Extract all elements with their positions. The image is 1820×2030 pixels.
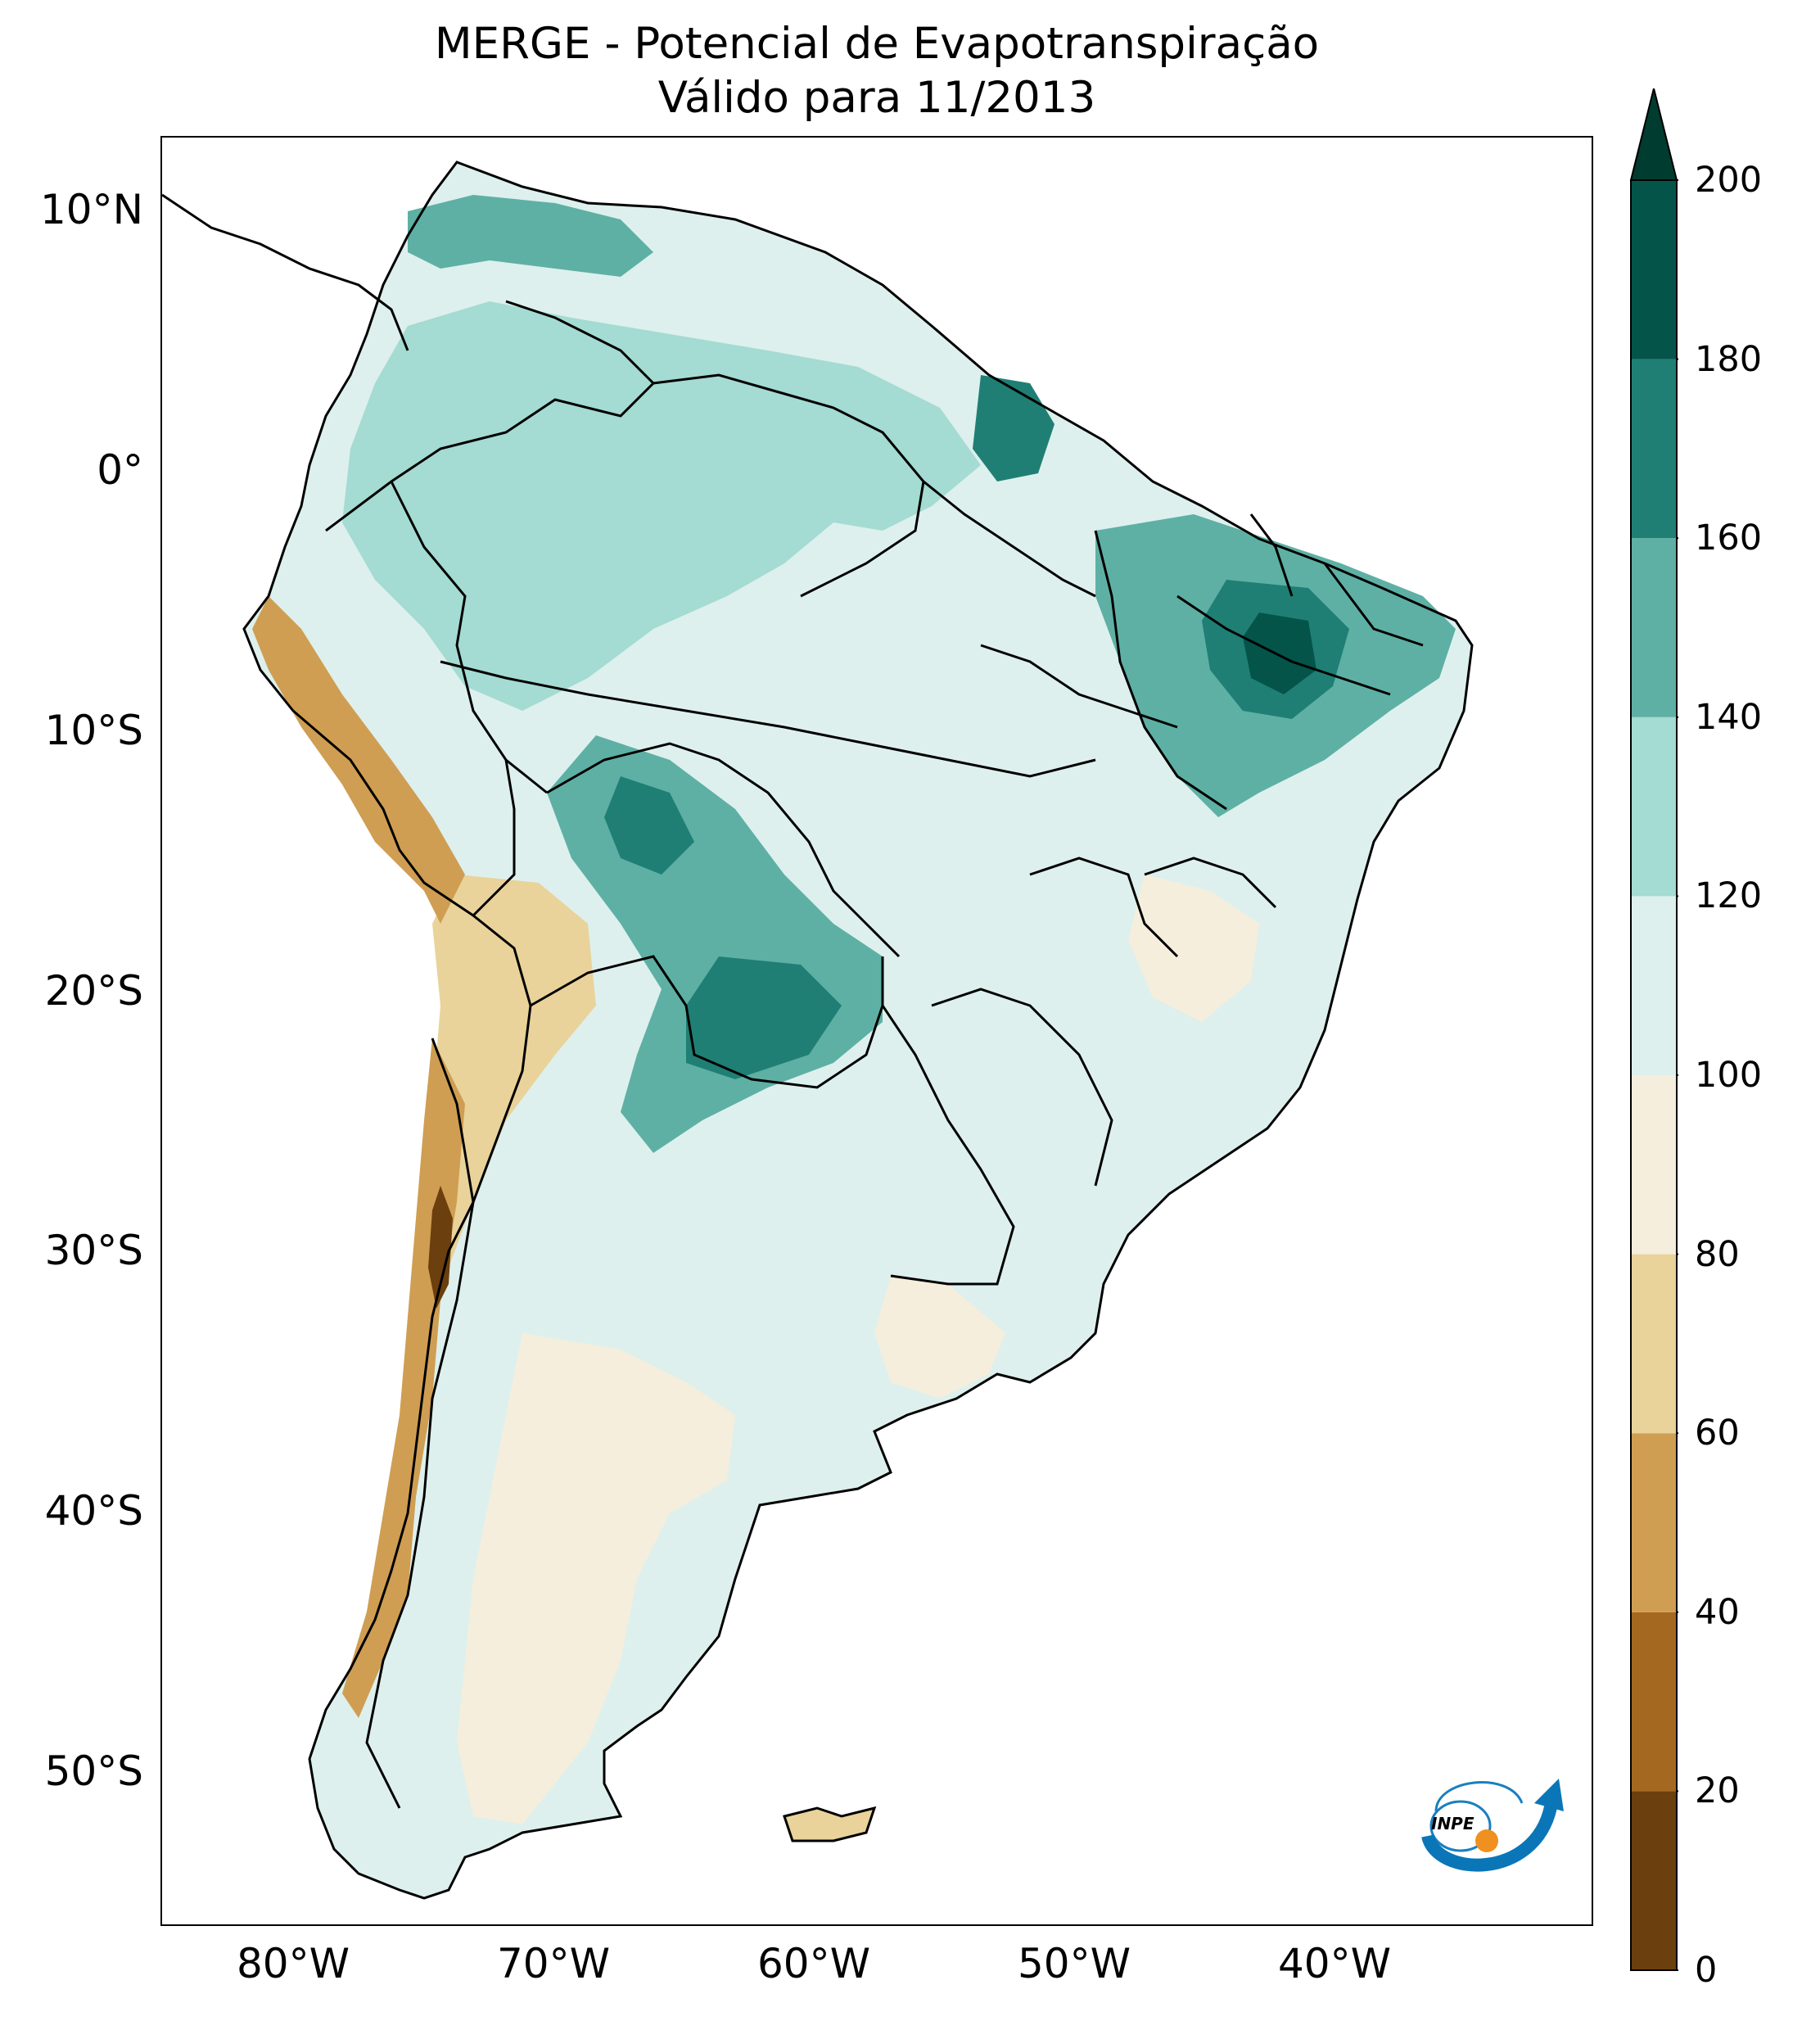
colorbar-tick-label: 120 xyxy=(1695,875,1763,917)
colorbar-segment xyxy=(1631,180,1677,359)
patagonia-zone xyxy=(457,1333,735,1824)
lat-label-10s: 10°S xyxy=(44,707,143,754)
colorbar-segment xyxy=(1631,1433,1677,1612)
lon-label-50w: 50°W xyxy=(1017,1940,1131,1987)
colorbar xyxy=(1629,88,1678,1971)
paraguay-core xyxy=(686,956,842,1079)
colorbar-tick-label: 0 xyxy=(1695,1950,1718,1991)
colorbar-segment xyxy=(1631,1075,1677,1255)
falklands xyxy=(783,1806,877,1842)
lon-label-40w: 40°W xyxy=(1277,1940,1392,1987)
lon-label-70w: 70°W xyxy=(496,1940,611,1987)
colorbar-tick-label: 60 xyxy=(1695,1413,1740,1454)
lat-label-50s: 50°S xyxy=(44,1747,143,1795)
colorbar-segment xyxy=(1631,1254,1677,1434)
inpe-logo: INPE xyxy=(1421,1779,1564,1872)
colorbar-segment xyxy=(1631,896,1677,1075)
colorbar-segment xyxy=(1631,1791,1677,1970)
northern-band xyxy=(408,195,653,277)
chart-subtitle: Válido para 11/2013 xyxy=(657,73,1096,123)
colorbar-tick-label: 160 xyxy=(1695,518,1763,559)
chaco-core xyxy=(604,776,694,875)
uruguay-zone xyxy=(874,1276,1005,1399)
colorbar-segment xyxy=(1631,538,1677,717)
lon-label-60w: 60°W xyxy=(756,1940,871,1987)
colorbar-segment xyxy=(1631,1612,1677,1792)
colorbar-tick-label: 40 xyxy=(1695,1591,1740,1633)
lat-label-20s: 20°S xyxy=(44,967,143,1015)
inpe-logo-text: INPE xyxy=(1431,1814,1475,1833)
colorbar-segment xyxy=(1631,359,1677,539)
south-america-map xyxy=(162,161,1474,1900)
andes-dry xyxy=(252,596,465,924)
colorbar-tick-label: 80 xyxy=(1695,1233,1740,1275)
southeast-brazil-zone xyxy=(1128,875,1259,1022)
colorbar-tick-label: 20 xyxy=(1695,1770,1740,1812)
lon-label-80w: 80°W xyxy=(236,1940,350,1987)
colorbar-tick-label: 180 xyxy=(1695,338,1763,380)
colorbar-segment xyxy=(1631,717,1677,897)
chart-title: MERGE - Potencial de Evapotranspiração xyxy=(434,19,1320,69)
colorbar-extend-arrow xyxy=(1629,88,1678,181)
lat-label-40s: 40°S xyxy=(44,1487,143,1535)
lat-label-10n: 10°N xyxy=(39,186,143,233)
lat-label-30s: 30°S xyxy=(44,1227,143,1274)
colorbar-tick-label: 200 xyxy=(1695,160,1763,201)
lat-label-0: 0° xyxy=(97,446,143,494)
country-borders xyxy=(162,161,1474,1900)
colorbar-tick-label: 100 xyxy=(1695,1055,1763,1096)
map-panel xyxy=(160,136,1593,1926)
colorbar-tick-label: 140 xyxy=(1695,696,1763,738)
northeast-peak xyxy=(1243,613,1316,694)
central-brazil-zone xyxy=(670,596,1014,834)
andes-core-dry xyxy=(428,1186,453,1309)
